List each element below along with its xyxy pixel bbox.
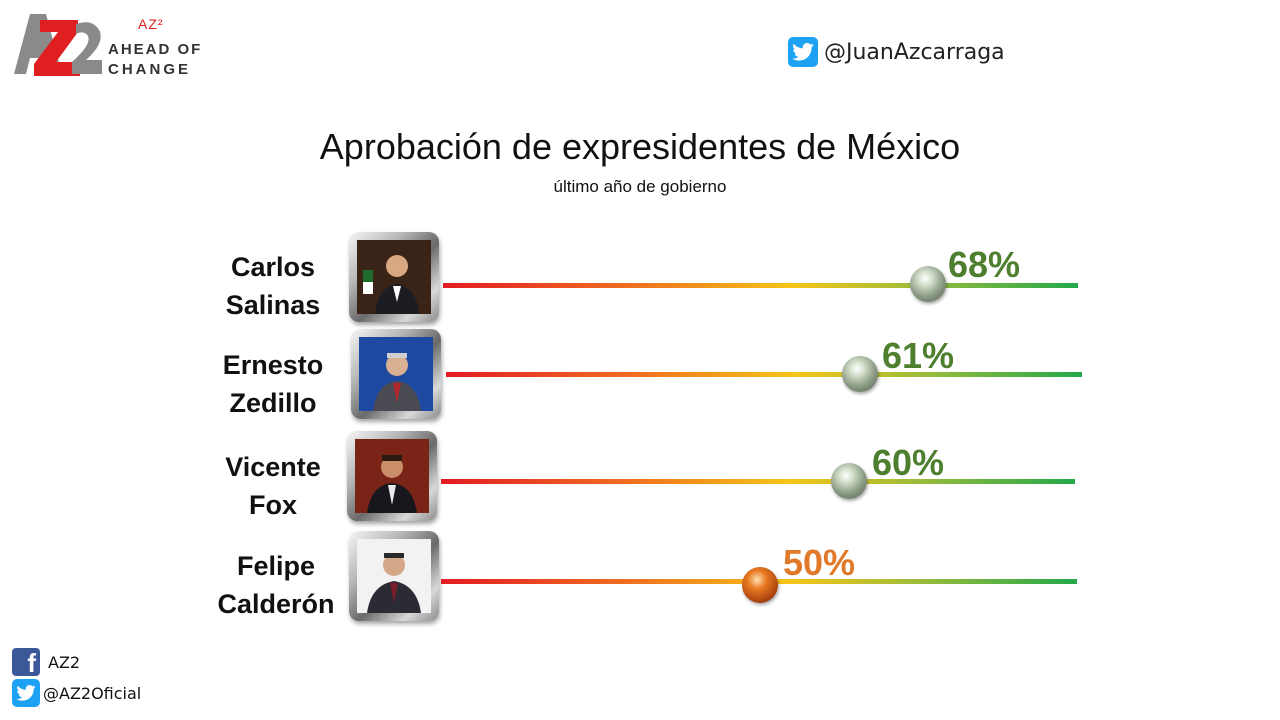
approval-value-fox: 60% bbox=[872, 442, 945, 483]
twitter-icon bbox=[12, 679, 40, 707]
footer-facebook-link[interactable]: f AZ2 bbox=[12, 648, 80, 676]
footer-twitter-label: @AZ2Oficial bbox=[43, 683, 142, 703]
header-twitter-link[interactable]: @JuanAzcarraga bbox=[788, 36, 1005, 68]
chart-subtitle: último año de gobierno bbox=[553, 177, 727, 196]
approval-marker-fox bbox=[831, 463, 867, 499]
approval-value-salinas: 68% bbox=[948, 244, 1021, 285]
approval-value-calderon: 50% bbox=[783, 542, 856, 583]
header-twitter-handle: @JuanAzcarraga bbox=[824, 39, 1005, 65]
portrait-frame-zedillo bbox=[351, 329, 441, 419]
az2-logo: AZ² AHEAD OF CHANGE bbox=[12, 10, 212, 82]
portrait-frame-salinas bbox=[349, 232, 439, 322]
row-name-zedillo: Ernesto Zedillo bbox=[193, 346, 353, 422]
portrait-frame-fox bbox=[347, 431, 437, 521]
row-name-line2: Calderón bbox=[217, 589, 335, 619]
approval-bar-fox bbox=[441, 479, 1075, 484]
approval-marker-calderon bbox=[742, 567, 778, 603]
portrait-fox bbox=[355, 439, 429, 513]
row-name-line1: Ernesto bbox=[222, 350, 324, 380]
portrait-calderon bbox=[357, 539, 431, 613]
chart-title: Aprobación de expresidentes de México bbox=[319, 126, 961, 167]
row-name-line2: Fox bbox=[248, 490, 297, 520]
portrait-zedillo bbox=[359, 337, 433, 411]
logo-tagline-line1: AHEAD OF bbox=[108, 41, 203, 58]
row-name-fox: Vicente Fox bbox=[193, 448, 353, 524]
approval-bar-salinas bbox=[443, 283, 1078, 288]
az2-logo-mark bbox=[14, 14, 102, 76]
logo-superscript: AZ² bbox=[138, 16, 164, 32]
row-name-salinas: Carlos Salinas bbox=[193, 248, 353, 324]
logo-tagline-line2: CHANGE bbox=[108, 61, 192, 78]
approval-bar-zedillo bbox=[446, 372, 1082, 377]
footer-facebook-label: AZ2 bbox=[48, 652, 81, 672]
row-name-calderon: Felipe Calderón bbox=[196, 547, 356, 623]
row-name-line1: Felipe bbox=[236, 551, 316, 581]
footer-twitter-link[interactable]: @AZ2Oficial bbox=[12, 679, 141, 707]
portrait-salinas bbox=[357, 240, 431, 314]
row-name-line2: Zedillo bbox=[229, 388, 317, 418]
row-name-line1: Carlos bbox=[230, 252, 316, 282]
approval-marker-zedillo bbox=[842, 356, 878, 392]
facebook-icon: f bbox=[12, 648, 40, 676]
row-name-line2: Salinas bbox=[225, 290, 321, 320]
twitter-icon bbox=[788, 37, 818, 67]
approval-marker-salinas bbox=[910, 266, 946, 302]
approval-value-zedillo: 61% bbox=[882, 335, 955, 376]
portrait-frame-calderon bbox=[349, 531, 439, 621]
row-name-line1: Vicente bbox=[225, 452, 321, 482]
